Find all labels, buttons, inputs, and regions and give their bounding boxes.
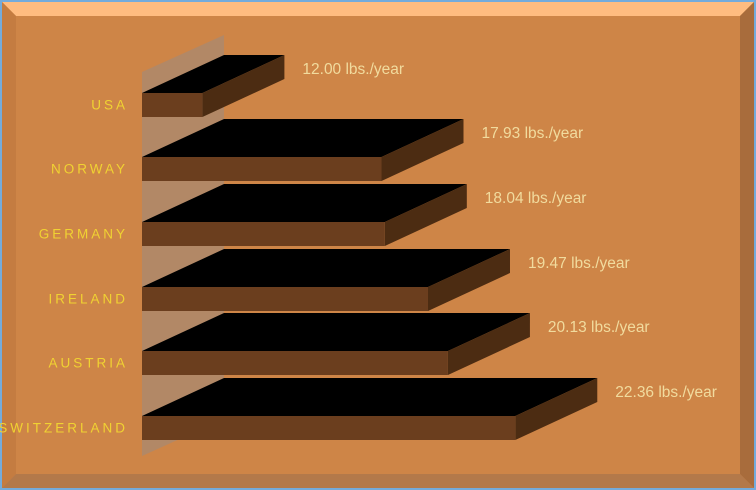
bar-front-face [142, 351, 448, 375]
bar-front-face [142, 416, 516, 440]
category-label: IRELAND [48, 292, 128, 307]
bar-end-face [515, 378, 598, 440]
value-label: 12.00 lbs./year [302, 61, 404, 78]
bar-front-face [142, 287, 428, 311]
bar-top-face [142, 55, 285, 93]
category-label: SWITZERLAND [0, 421, 128, 436]
frame-bevel-right [740, 2, 754, 488]
value-label: 22.36 lbs./year [615, 384, 717, 401]
category-label: AUSTRIA [48, 356, 128, 371]
bar-end-face [427, 249, 510, 311]
bar-top-face [142, 378, 598, 416]
category-label: NORWAY [51, 162, 128, 177]
category-label: GERMANY [39, 227, 128, 242]
bar-front-face [142, 93, 203, 117]
bar-top-face [142, 249, 510, 287]
bar-front-face [142, 222, 385, 246]
value-label: 17.93 lbs./year [481, 125, 583, 142]
bars-group [142, 55, 598, 440]
frame-bevel-bottom [2, 474, 754, 488]
category-label: USA [91, 98, 128, 113]
value-label: 20.13 lbs./year [548, 319, 650, 336]
bar-top-face [142, 119, 464, 157]
value-label: 19.47 lbs./year [528, 255, 630, 272]
bar-end-face [447, 313, 530, 375]
frame-bevel-top [2, 2, 754, 16]
bar-top-face [142, 184, 467, 222]
bar-front-face [142, 157, 382, 181]
bar-end-face [202, 55, 285, 117]
bar-top-face [142, 313, 530, 351]
labels-group: USA 12.00 lbs./year NORWAY 17.93 lbs./year G… [0, 61, 717, 436]
frame-bevel-left [2, 2, 16, 488]
value-label: 18.04 lbs./year [485, 190, 587, 207]
bar-end-face [384, 184, 467, 246]
bar-end-face [381, 119, 464, 181]
